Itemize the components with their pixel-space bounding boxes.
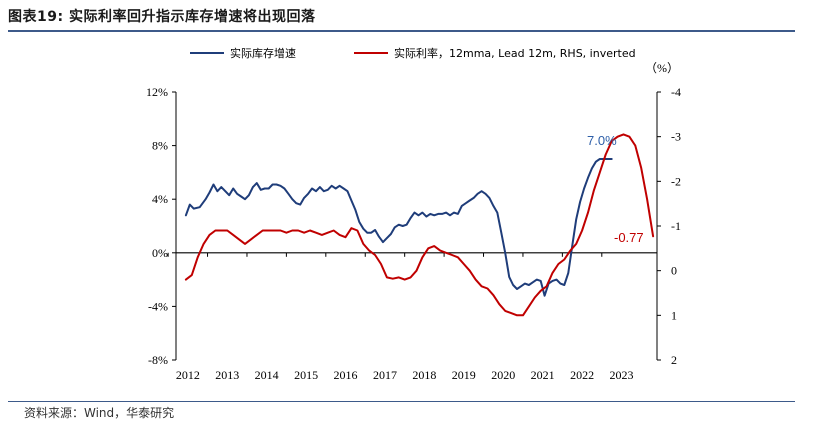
- right-tick-label: -1: [671, 219, 681, 233]
- x-tick-label: 2017: [373, 368, 397, 382]
- x-tick-label: 2016: [334, 368, 358, 382]
- chart-title: 图表19: 实际利率回升指示库存增速将出现回落: [8, 9, 316, 25]
- right-tick-label: -3: [671, 130, 681, 144]
- right-tick-label: 0: [671, 264, 677, 278]
- left-tick-label: -8%: [148, 353, 168, 367]
- series-line-1: [184, 158, 613, 297]
- right-tick-label: 2: [671, 353, 677, 367]
- series-line-2: [184, 133, 655, 317]
- annotation-inventory-latest: 7.0%: [587, 133, 617, 148]
- right-tick-label: 1: [671, 308, 677, 322]
- series-lines: [184, 133, 655, 317]
- right-tick-label: -4: [671, 85, 681, 99]
- x-tick-label: 2014: [255, 368, 279, 382]
- x-tick-label: 2019: [452, 368, 476, 382]
- right-axis-unit-label: （%）: [645, 61, 679, 75]
- left-tick-label: 8%: [152, 139, 168, 153]
- x-tick-label: 2020: [491, 368, 515, 382]
- chart-canvas: 实际库存增速 实际利率，12mma, Lead 12m, RHS, inverte…: [146, 46, 681, 382]
- x-tick-label: 2018: [412, 368, 436, 382]
- source-rule: [8, 401, 795, 402]
- legend-label-2: 实际利率，12mma, Lead 12m, RHS, inverted: [394, 46, 636, 60]
- left-tick-label: 0%: [152, 246, 168, 260]
- left-tick-label: -4%: [148, 299, 168, 313]
- x-tick-label: 2013: [215, 368, 239, 382]
- legend: 实际库存增速 实际利率，12mma, Lead 12m, RHS, inverte…: [190, 46, 636, 60]
- title-rule: [8, 30, 795, 32]
- annotation-rate-latest: -0.77: [614, 230, 644, 245]
- left-tick-label: 4%: [152, 192, 168, 206]
- annotations: 7.0% -0.77: [587, 133, 644, 245]
- x-tick-label: 2023: [610, 368, 634, 382]
- x-tick-label: 2021: [531, 368, 555, 382]
- x-tick-label: 2012: [176, 368, 200, 382]
- x-tick-label: 2015: [294, 368, 318, 382]
- right-tick-label: -2: [671, 174, 681, 188]
- x-tick-label: 2022: [570, 368, 594, 382]
- legend-label-1: 实际库存增速: [230, 46, 296, 60]
- axes: 12% 8% 4% 0% -4% -8% -4 -3 -2 -1 0 1 2 2012 2013 2014 20…: [146, 85, 681, 382]
- source-note: 资料来源：Wind，华泰研究: [24, 406, 175, 420]
- left-tick-label: 12%: [146, 85, 168, 99]
